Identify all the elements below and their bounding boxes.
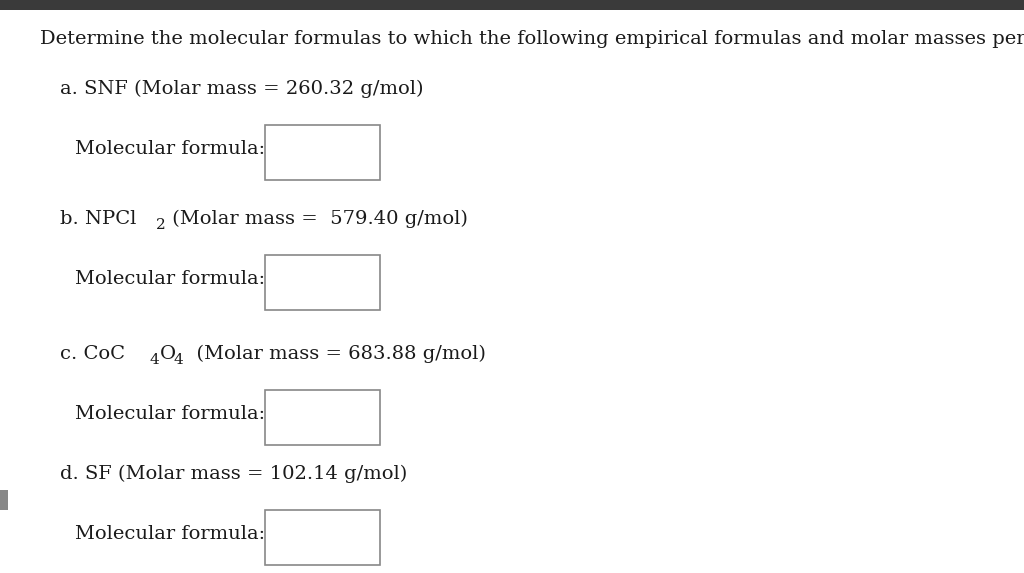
Text: a. SNF (Molar mass = 260.32 g/mol): a. SNF (Molar mass = 260.32 g/mol): [60, 80, 424, 98]
Text: (Molar mass = 683.88 g/mol): (Molar mass = 683.88 g/mol): [184, 345, 485, 363]
Bar: [265, 510, 380, 565]
Text: 4: 4: [150, 353, 160, 367]
Bar: [265, 255, 380, 310]
Bar: [0, 490, 8, 510]
Text: c. CoC: c. CoC: [60, 345, 125, 363]
Bar: [265, 390, 380, 445]
Text: Determine the molecular formulas to which the following empirical formulas and m: Determine the molecular formulas to whic…: [40, 30, 1024, 48]
Text: O: O: [160, 345, 176, 363]
Text: 2: 2: [156, 218, 166, 232]
Text: 4: 4: [174, 353, 183, 367]
Text: Molecular formula:: Molecular formula:: [75, 525, 265, 543]
Text: Molecular formula:: Molecular formula:: [75, 140, 265, 158]
Text: d. SF (Molar mass = 102.14 g/mol): d. SF (Molar mass = 102.14 g/mol): [60, 465, 408, 483]
Bar: [0, 0, 1024, 10]
Text: Molecular formula:: Molecular formula:: [75, 405, 265, 423]
Text: Molecular formula:: Molecular formula:: [75, 270, 265, 288]
Bar: [265, 125, 380, 180]
Text: b. NPCl: b. NPCl: [60, 210, 136, 228]
Text: (Molar mass =  579.40 g/mol): (Molar mass = 579.40 g/mol): [166, 210, 468, 228]
